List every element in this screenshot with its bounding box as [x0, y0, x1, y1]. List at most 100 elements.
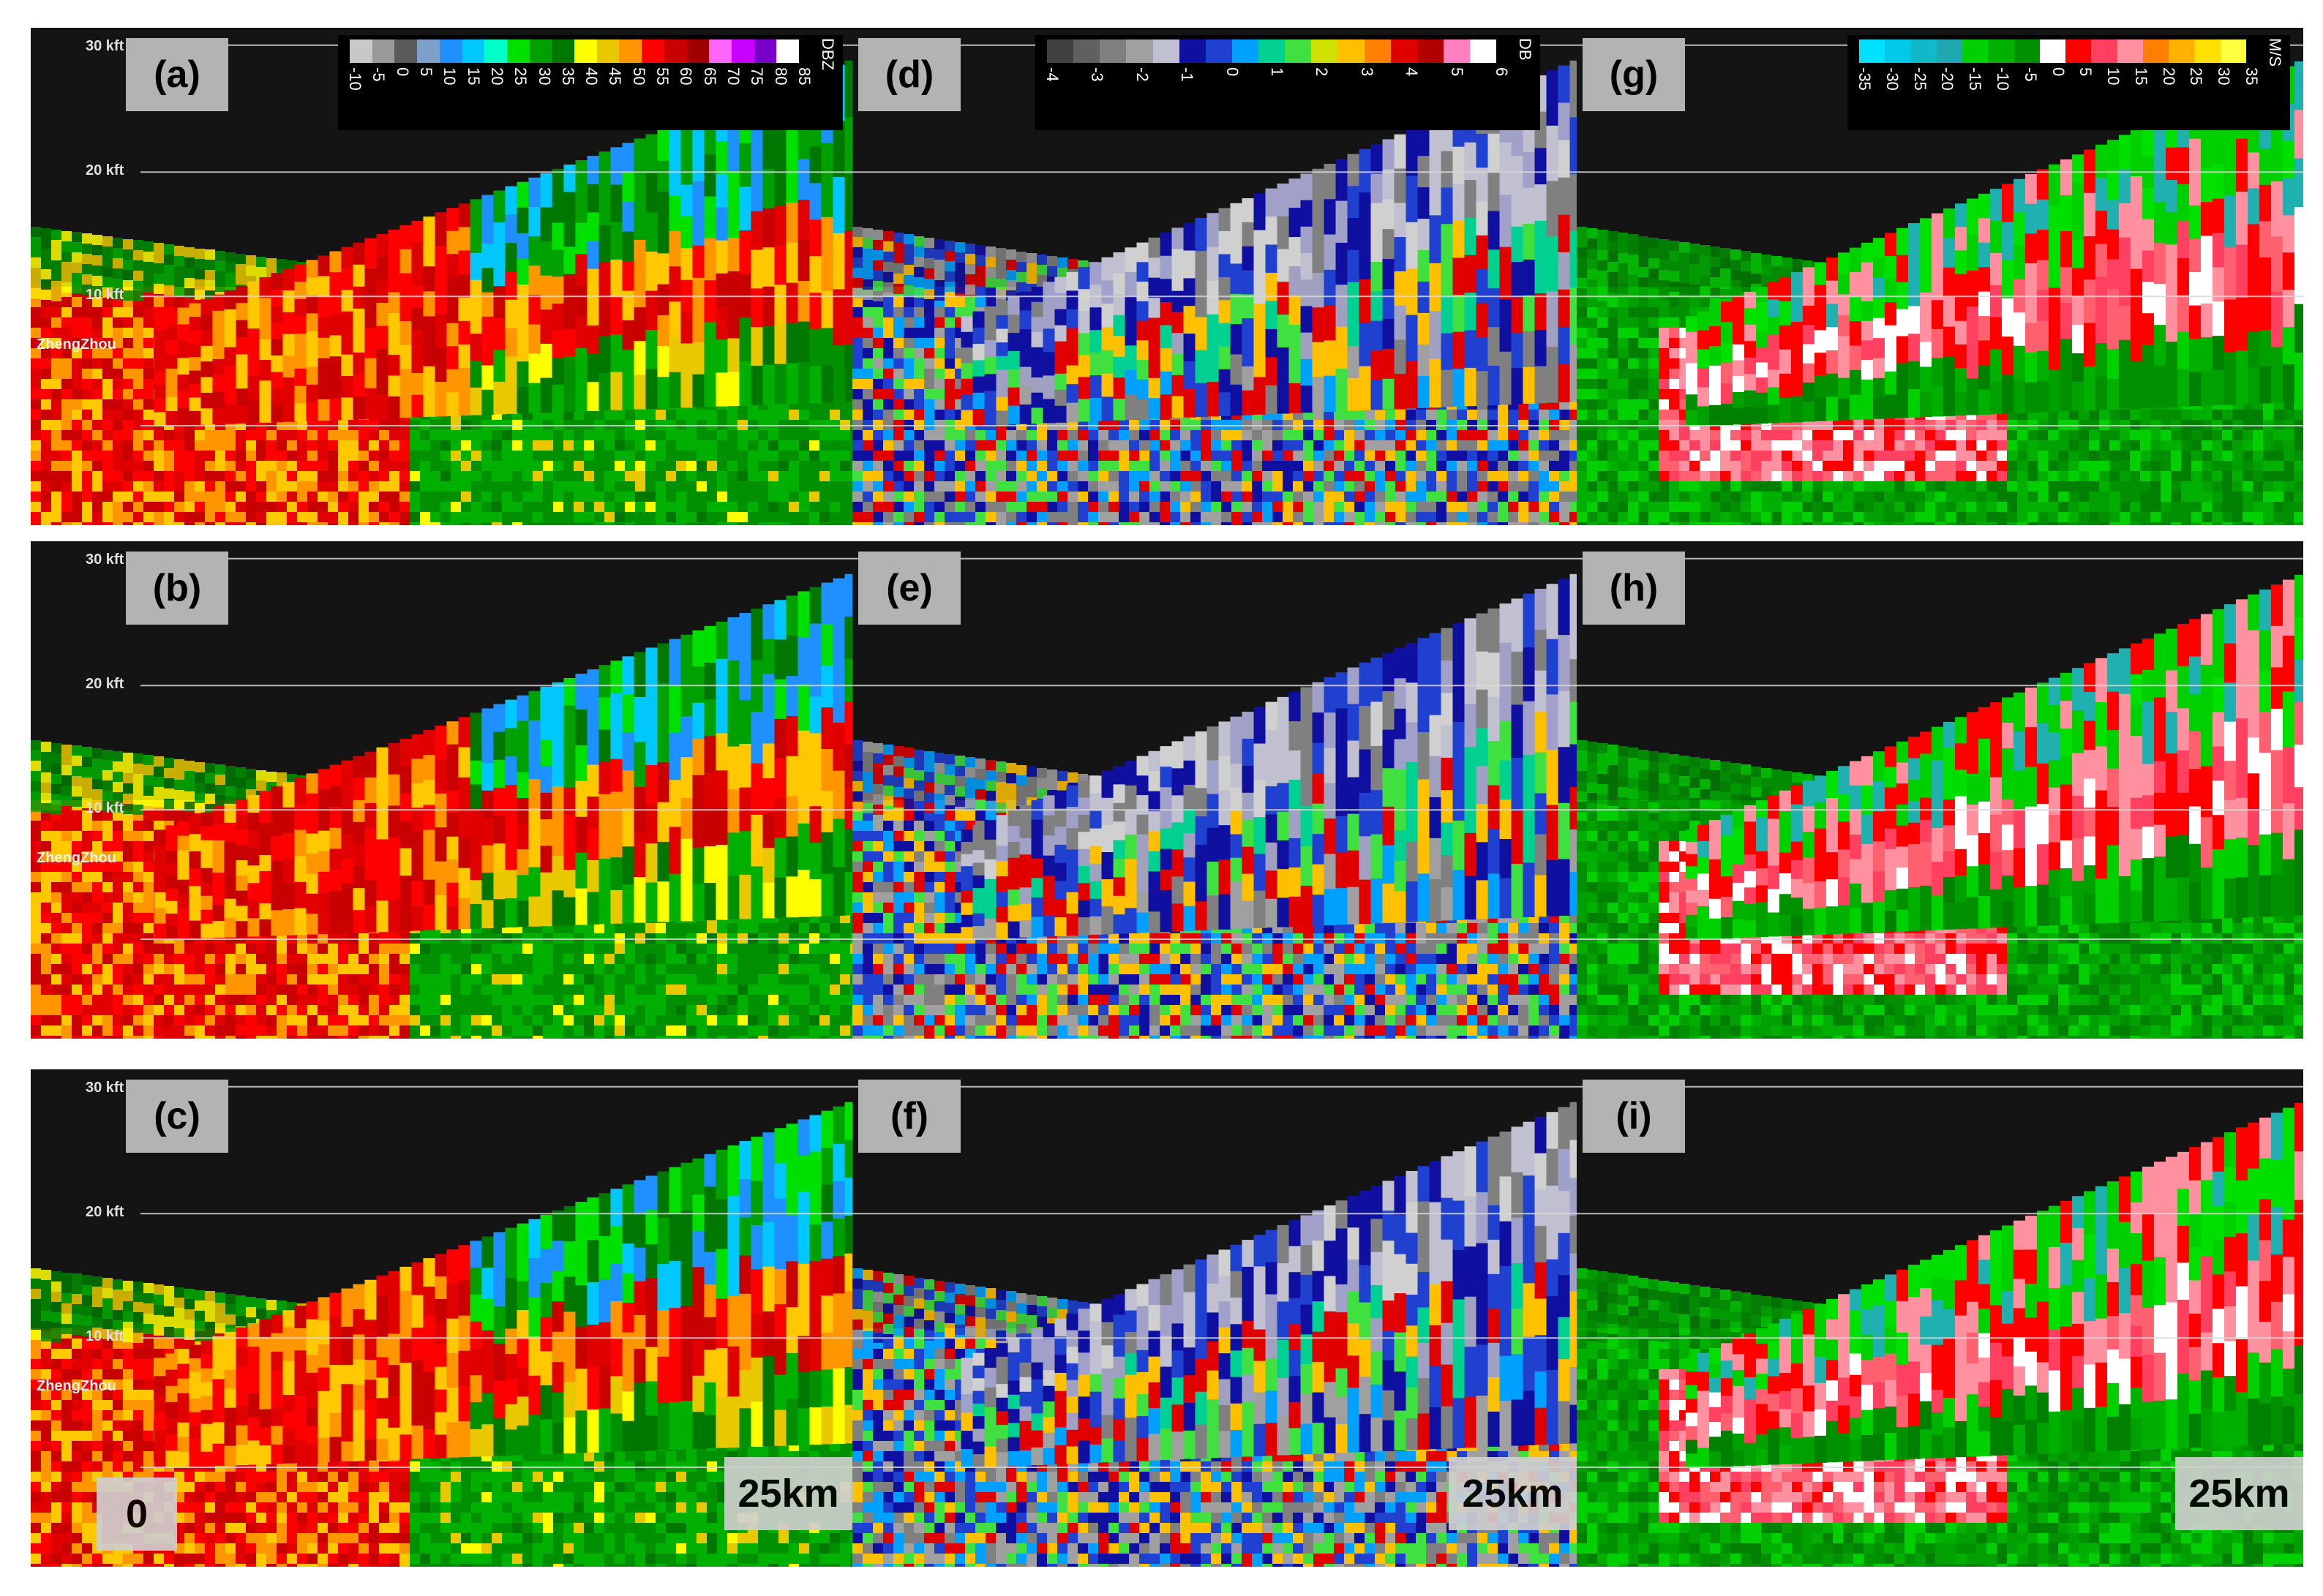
colorbar-tick-label: -30 [1883, 67, 1902, 91]
colorbar-tick-label: 10 [440, 67, 459, 85]
colorbar-swatch [731, 39, 754, 63]
distance-start-label: 0 [97, 1478, 177, 1551]
colorbar-tick-label: -15 [1965, 67, 1984, 91]
colorbar-swatch [1962, 39, 1989, 63]
colorbar-differential-reflectivity: -4 -3 -2 -1 0 1 2 3 4 5 6 DB [1035, 35, 1540, 130]
altitude-label: 20 kft [86, 1204, 124, 1221]
colorbar-swatch [1152, 39, 1179, 63]
colorbar-tick-label: 35 [558, 67, 577, 85]
panel-label-e: (e) [858, 552, 961, 625]
radar-panel-b: (b) 30 kft 20 kft 10 kft ZhengZhou [31, 541, 852, 1039]
colorbar-swatch [709, 39, 732, 63]
colorbar-scale [1859, 39, 2246, 63]
radar-image-e [852, 557, 1577, 1039]
colorbar-tick-label: 0 [1223, 67, 1242, 76]
colorbar-swatch [664, 39, 687, 63]
distance-end-label: 25km [2175, 1457, 2303, 1530]
colorbar-swatch [462, 39, 485, 63]
colorbar-swatch [2117, 39, 2143, 63]
colorbar-swatch [2039, 39, 2066, 63]
colorbar-tick-label: 25 [511, 67, 530, 85]
panel-label-f: (f) [858, 1080, 961, 1153]
colorbar-swatch [1205, 39, 1232, 63]
altitude-label: 30 kft [86, 38, 124, 55]
colorbar-tick-label: 85 [795, 67, 814, 85]
colorbar-tick-label: 80 [771, 67, 790, 85]
colorbar-tick-label: -20 [1937, 67, 1956, 91]
altitude-label: 30 kft [86, 552, 124, 568]
colorbar-swatch [642, 39, 664, 63]
altitude-label: 20 kft [86, 676, 124, 693]
station-label: ZhengZhou [37, 850, 116, 867]
colorbar-tick-label: -10 [345, 67, 364, 91]
colorbar-tick-label: 75 [747, 67, 766, 85]
distance-end-label: 25km [724, 1457, 852, 1530]
altitude-label: 10 kft [86, 287, 124, 304]
colorbar-swatch [596, 39, 620, 63]
colorbar-tick-label: 10 [2104, 67, 2123, 85]
colorbar-tick-label: 30 [535, 67, 554, 85]
colorbar-swatch [2169, 39, 2195, 63]
colorbar-tick-label: 3 [1357, 67, 1376, 76]
colorbar-swatch [1885, 39, 1911, 63]
colorbar-tick-label: 30 [2214, 67, 2233, 85]
altitude-label: 10 kft [86, 800, 124, 817]
radar-image-a [31, 44, 852, 525]
colorbar-swatch [2220, 39, 2246, 63]
colorbar-swatch [2142, 39, 2169, 63]
radar-image-b [31, 557, 852, 1039]
altitude-label: 30 kft [86, 1080, 124, 1096]
radar-panel-a: (a) 30 kft 20 kft 10 kft ZhengZhou -10 -5 0 5 10 1… [31, 28, 852, 525]
colorbar-tick-label: -5 [369, 67, 388, 82]
colorbar-tick-label: 5 [416, 67, 435, 76]
panel-label-i: (i) [1583, 1080, 1685, 1153]
colorbar-swatch [506, 39, 530, 63]
colorbar-swatch [2194, 39, 2221, 63]
radar-panel-h: (h) [1577, 541, 2303, 1039]
altitude-label: 10 kft [86, 1328, 124, 1345]
colorbar-tick-label: 6 [1492, 67, 1511, 76]
colorbar-tick-label: 65 [700, 67, 719, 85]
colorbar-swatch [1910, 39, 1937, 63]
colorbar-reflectivity: -10 -5 0 5 10 15 20 25 30 35 40 45 50 55 60 65 70 75 80 85 D… [338, 35, 843, 130]
colorbar-swatch [1390, 39, 1417, 63]
colorbar-tick-label: 20 [2159, 67, 2178, 85]
colorbar-tick-label: -25 [1910, 67, 1929, 91]
altitude-label: 20 kft [86, 162, 124, 179]
colorbar-tick-label: 55 [653, 67, 672, 85]
colorbar-swatch [1859, 39, 1885, 63]
colorbar-swatch [394, 39, 418, 63]
colorbar-swatch [1443, 39, 1470, 63]
colorbar-tick-label: -5 [2021, 67, 2040, 82]
colorbar-tick-label: -2 [1133, 67, 1152, 82]
colorbar-tick-label: -3 [1087, 67, 1106, 82]
colorbar-tick-label: 20 [487, 67, 506, 85]
radar-image-d [852, 44, 1577, 525]
panel-label-c: (c) [126, 1080, 228, 1153]
colorbar-swatch [372, 39, 395, 63]
panel-label-h: (h) [1583, 552, 1685, 625]
panel-label-b: (b) [126, 552, 228, 625]
station-label: ZhengZhou [37, 336, 116, 353]
colorbar-unit: DB [1515, 38, 1534, 61]
colorbar-swatch [417, 39, 440, 63]
colorbar-tick-label: 40 [582, 67, 601, 85]
colorbar-swatch [619, 39, 642, 63]
colorbar-swatch [686, 39, 710, 63]
colorbar-tick-label: 4 [1402, 67, 1421, 76]
colorbar-swatch [776, 39, 800, 63]
colorbar-swatch [1311, 39, 1338, 63]
colorbar-tick-label: 70 [724, 67, 743, 85]
panel-label-d: (d) [858, 38, 961, 111]
colorbar-swatch [1936, 39, 1963, 63]
radar-image-g [1577, 44, 2303, 525]
colorbar-swatch [350, 39, 372, 63]
colorbar-tick-label: 15 [2131, 67, 2150, 85]
colorbar-tick-label: 0 [2049, 67, 2068, 76]
colorbar-swatch [1126, 39, 1153, 63]
colorbar-tick-label: 5 [2076, 67, 2095, 76]
colorbar-swatch [552, 39, 575, 63]
colorbar-swatch [1047, 39, 1074, 63]
colorbar-velocity: -35 -30 -25 -20 -15 -10 -5 0 5 10 15 20 25 30 35 M/S [1847, 35, 2290, 130]
radar-panel-i: (i) 25km [1577, 1069, 2303, 1567]
